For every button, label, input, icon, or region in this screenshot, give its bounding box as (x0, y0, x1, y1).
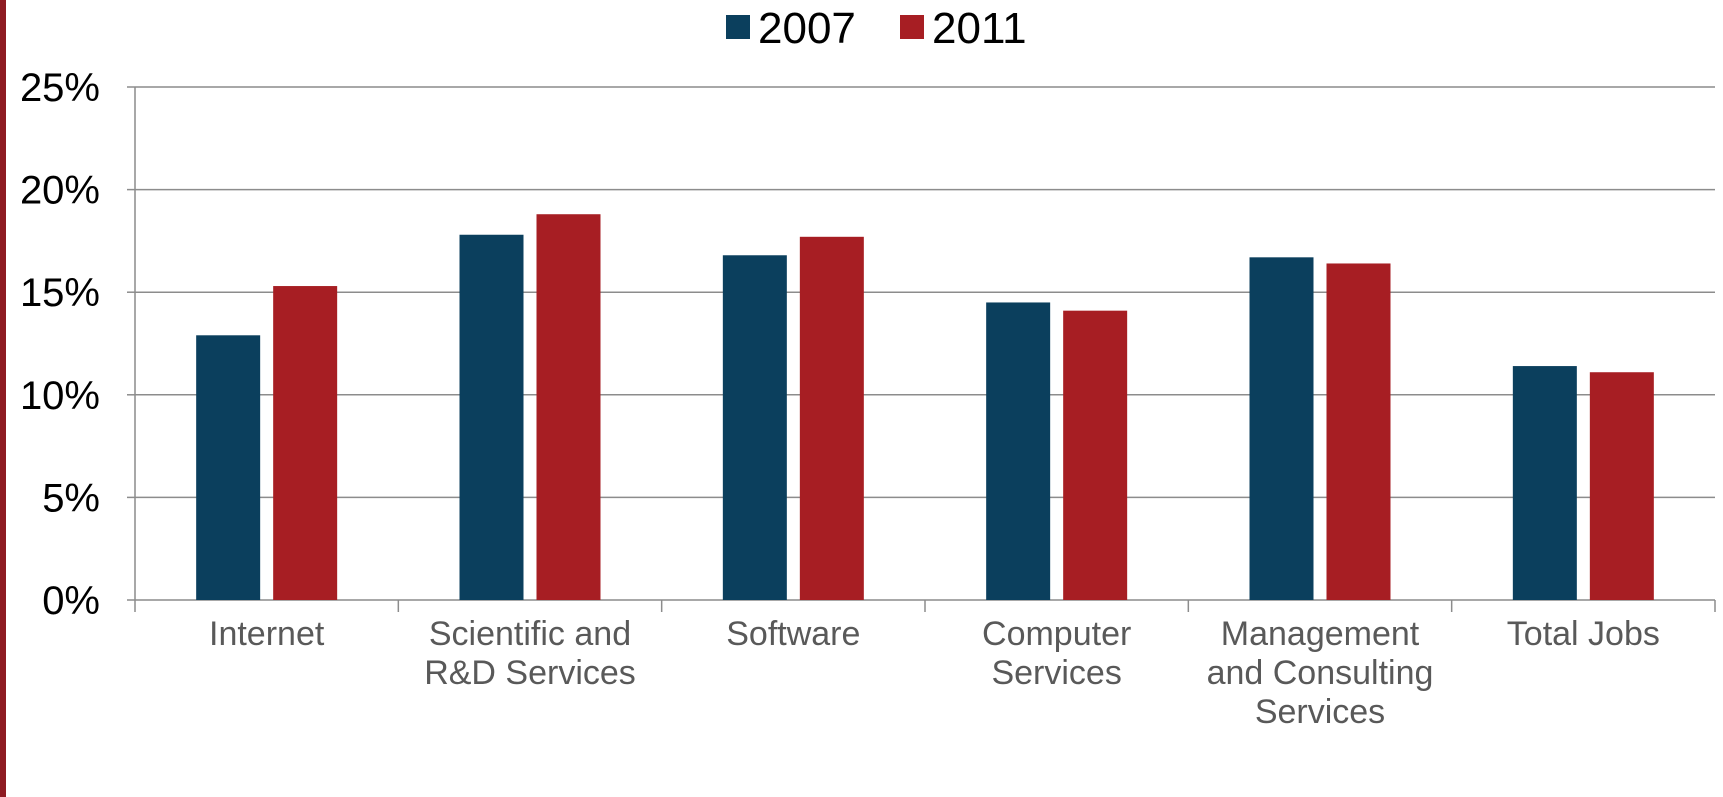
y-tick-label: 25% (20, 66, 100, 110)
y-tick-label: 20% (20, 169, 100, 213)
x-category-label: Total Jobs (1507, 615, 1660, 653)
bar-2011-0 (273, 286, 338, 600)
legend: 2007 2011 (726, 4, 1027, 53)
x-category-label: Software (726, 615, 860, 653)
gridlines (135, 86, 1715, 499)
bar-2011-5 (1589, 372, 1654, 600)
legend-swatch-2011 (900, 15, 924, 39)
x-category-label: R&D Services (424, 654, 636, 692)
left-accent-bar (0, 0, 6, 797)
legend-label-2007: 2007 (758, 4, 856, 53)
x-category-label: Scientific and (429, 615, 631, 653)
bar-2007-5 (1512, 366, 1577, 600)
bar-2007-0 (196, 335, 261, 600)
bar-2007-3 (986, 302, 1051, 600)
x-category-label: Management (1221, 615, 1420, 653)
bar-2007-4 (1249, 257, 1314, 600)
x-category-label: Services (991, 654, 1121, 692)
y-tick-label: 15% (20, 271, 100, 315)
y-tick-label: 5% (42, 476, 100, 520)
bar-2011-3 (1063, 310, 1128, 600)
x-category-label: Computer (982, 615, 1131, 653)
bar-2011-2 (799, 236, 864, 600)
y-axis-labels: 0% 5% 10% 15% 20% 25% (20, 66, 100, 623)
bars (196, 214, 1654, 601)
bar-2011-4 (1326, 263, 1391, 600)
x-category-label: Services (1255, 693, 1385, 731)
y-tick-label: 10% (20, 374, 100, 418)
legend-swatch-2007 (726, 15, 750, 39)
y-tick-label: 0% (42, 579, 100, 623)
bar-2007-2 (722, 255, 787, 601)
x-category-label: and Consulting (1207, 654, 1434, 692)
legend-label-2011: 2011 (932, 4, 1027, 53)
bar-2007-1 (459, 234, 524, 600)
bar-2011-1 (536, 214, 601, 600)
x-category-label: Internet (209, 615, 325, 653)
x-axis (127, 86, 1716, 612)
